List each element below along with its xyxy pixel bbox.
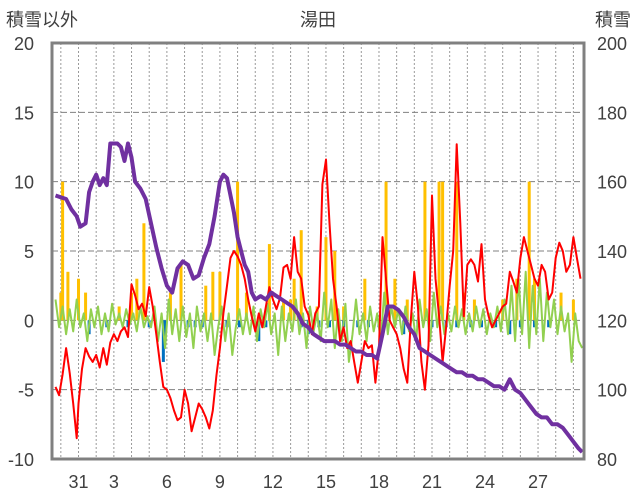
x-tick-label: 15	[316, 472, 336, 492]
x-tick-label: 27	[528, 472, 548, 492]
x-tick-label: 21	[422, 472, 442, 492]
precipitation-bar	[393, 278, 397, 321]
precipitation-bar	[324, 237, 328, 321]
chart-title: 湯田	[300, 10, 336, 31]
x-tick-label: 3	[109, 472, 119, 492]
precipitation-bar	[363, 278, 367, 321]
precipitation-bar	[267, 244, 271, 321]
precipitation-bar	[61, 181, 65, 321]
precipitation-bar	[282, 299, 286, 321]
y-left-axis-label: 積雪以外	[6, 10, 78, 31]
snow-change-bar	[161, 320, 165, 362]
precipitation-bar	[168, 292, 172, 321]
y-right-tick-label: 100	[597, 381, 627, 401]
snow-change-bar	[533, 320, 537, 328]
precipitation-bar	[244, 292, 248, 321]
precipitation-bar	[299, 230, 303, 321]
snow-change-bar	[479, 320, 483, 328]
precipitation-bar	[204, 285, 208, 321]
x-tick-label: 31	[68, 472, 88, 492]
precipitation-bar	[423, 181, 427, 321]
y-left-tick-label: 0	[24, 311, 34, 331]
snow-change-bar	[237, 320, 241, 328]
precipitation-bar	[142, 223, 146, 321]
precipitation-bar	[437, 181, 441, 321]
series-lines	[54, 141, 584, 454]
y-right-tick-label: 160	[597, 173, 627, 193]
precipitation-bar	[179, 264, 183, 321]
temperature-line	[54, 143, 582, 440]
snow-change-bar	[264, 320, 268, 328]
precipitation-bar	[527, 181, 531, 321]
y-right-tick-label: 120	[597, 311, 627, 331]
y-right-tick-label: 80	[597, 450, 617, 470]
precipitation-bar	[77, 278, 81, 321]
precipitation-bar	[289, 299, 293, 321]
y-right-tick-label: 140	[597, 242, 627, 262]
y-left-tick-label: 15	[14, 103, 34, 123]
precipitation-bar	[84, 292, 88, 321]
snow-change-bar	[455, 320, 459, 328]
y-left-tick-label: -10	[8, 450, 34, 470]
x-tick-label: 12	[263, 472, 283, 492]
snow-change-bar	[163, 320, 167, 342]
plot-frame	[50, 41, 586, 461]
y-right-tick-label: 200	[597, 34, 627, 54]
precipitation-bar	[455, 181, 459, 321]
precipitation-bar	[292, 278, 296, 321]
tick-labels: 20 15 10 5 0 -5 -10 200 180 160 140 120 100 80 31 3 6 9 12…	[8, 34, 627, 492]
precipitation-bar	[405, 299, 409, 321]
y-left-tick-label: 20	[14, 34, 34, 54]
snow-change-bar	[494, 320, 498, 328]
precipitation-bar	[472, 299, 476, 321]
precipitation-bar	[441, 181, 445, 321]
precipitation-bar	[59, 292, 63, 321]
snow-depth-line	[54, 141, 584, 454]
y-left-tick-label: 5	[24, 242, 34, 262]
precipitation-bar	[130, 292, 134, 321]
y-left-tick-label: -5	[18, 381, 34, 401]
precipitation-bar	[384, 181, 388, 321]
snow-change-bar	[547, 320, 551, 328]
precipitation-bar	[218, 271, 222, 321]
y-left-tick-label: 10	[14, 173, 34, 193]
x-tick-label: 9	[215, 472, 225, 492]
snow-change-bar	[327, 320, 331, 328]
precipitation-bar	[211, 271, 215, 321]
snow-change-bar	[518, 320, 522, 328]
y-right-axis-label: 積雪	[595, 10, 631, 31]
precipitation-bar	[571, 299, 575, 321]
x-tick-label: 18	[369, 472, 389, 492]
x-tick-label: 24	[475, 472, 495, 492]
x-tick-label: 6	[162, 472, 172, 492]
precipitation-bar	[236, 181, 240, 321]
y-right-tick-label: 180	[597, 103, 627, 123]
precipitation-bar	[66, 271, 70, 321]
snow-change-bar	[508, 320, 512, 335]
